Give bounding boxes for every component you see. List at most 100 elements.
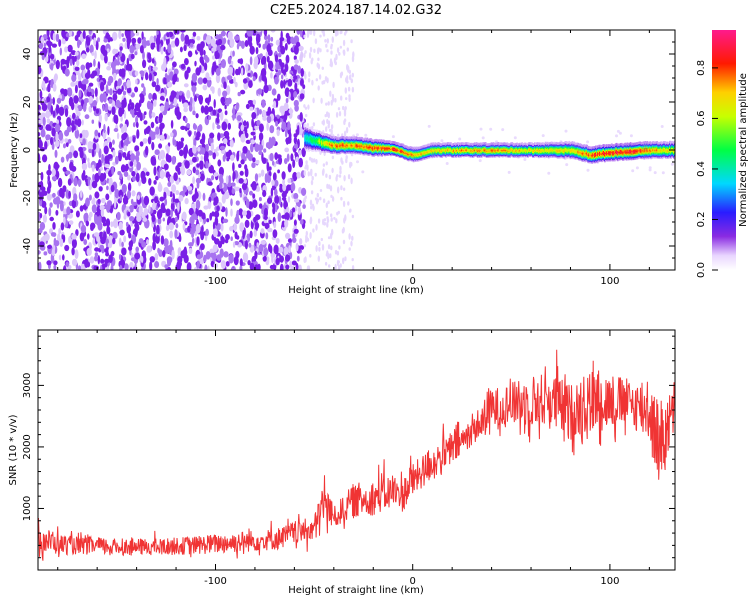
noise-speckle (196, 254, 202, 260)
noise-speckle (285, 254, 291, 262)
noise-speckle (88, 194, 92, 201)
noise-speckle (208, 115, 212, 121)
noise-speckle (123, 97, 127, 107)
noise-speckle (292, 171, 298, 182)
noise-speckle (159, 134, 165, 140)
noise-speckle (188, 242, 194, 247)
noise-speckle (304, 166, 307, 170)
noise-speckle (310, 157, 313, 163)
noise-speckle (324, 75, 328, 82)
noise-speckle (287, 78, 293, 87)
noise-speckle (220, 223, 224, 232)
noise-speckle (238, 66, 241, 76)
noise-speckle (255, 214, 261, 221)
noise-speckle (91, 51, 95, 56)
noise-speckle (259, 53, 263, 58)
noise-speckle (191, 237, 195, 245)
noise-speckle (290, 182, 296, 192)
noise-speckle (338, 245, 341, 250)
noise-speckle (321, 66, 324, 71)
noise-speckle (169, 230, 174, 239)
noise-speckle (77, 178, 82, 187)
noise-speckle (350, 39, 353, 44)
noise-speckle (52, 110, 56, 117)
noise-speckle (269, 125, 275, 134)
noise-speckle (196, 131, 201, 138)
noise-speckle (109, 88, 113, 96)
noise-speckle (46, 169, 52, 176)
noise-speckle (148, 109, 153, 119)
noise-speckle (250, 143, 254, 153)
noise-speckle (266, 175, 272, 184)
noise-speckle (348, 94, 351, 99)
noise-speckle (249, 56, 253, 66)
noise-speckle (240, 67, 244, 76)
noise-speckle (62, 254, 65, 261)
noise-speckle (165, 208, 171, 217)
noise-speckle (307, 78, 311, 83)
noise-speckle (351, 86, 355, 93)
noise-speckle (134, 102, 141, 112)
noise-speckle (88, 148, 93, 154)
noise-speckle (58, 228, 62, 235)
noise-speckle (104, 163, 110, 168)
noise-speckle (60, 189, 65, 199)
noise-speckle (242, 210, 247, 217)
noise-speckle (47, 174, 50, 182)
noise-speckle (220, 111, 224, 121)
noise-speckle (61, 234, 64, 240)
noise-speckle (132, 122, 136, 128)
noise-speckle (207, 181, 213, 186)
noise-speckle (99, 204, 105, 211)
noise-speckle (213, 200, 217, 206)
noise-speckle (165, 152, 170, 162)
noise-speckle (309, 216, 313, 223)
noise-speckle (241, 151, 246, 162)
noise-speckle (38, 65, 42, 75)
noise-speckle (159, 169, 165, 180)
noise-speckle (123, 171, 129, 178)
noise-speckle (158, 181, 162, 191)
noise-speckle (188, 104, 193, 112)
noise-speckle (103, 123, 106, 134)
noise-speckle (46, 96, 51, 103)
noise-speckle (347, 86, 351, 92)
noise-speckle (184, 197, 189, 205)
noise-speckle (244, 240, 248, 250)
noise-speckle (118, 107, 123, 117)
noise-speckle (293, 64, 299, 70)
noise-speckle (153, 166, 157, 176)
noise-speckle (83, 212, 89, 222)
noise-speckle (270, 187, 274, 198)
noise-speckle (130, 53, 135, 60)
noise-speckle (120, 115, 123, 122)
noise-speckle (106, 266, 109, 270)
noise-speckle (290, 153, 294, 162)
noise-speckle (64, 108, 69, 118)
noise-speckle (298, 157, 304, 168)
noise-speckle (325, 43, 328, 48)
noise-speckle (345, 30, 348, 34)
noise-speckle (123, 197, 129, 205)
noise-speckle (100, 237, 106, 245)
noise-speckle (46, 260, 52, 266)
noise-speckle (481, 136, 485, 140)
noise-speckle (294, 198, 300, 203)
noise-speckle (227, 31, 233, 41)
noise-speckle (58, 254, 62, 261)
noise-speckle (281, 171, 286, 180)
noise-speckle (38, 153, 41, 163)
noise-speckle (106, 185, 109, 191)
noise-speckle (212, 55, 215, 60)
noise-speckle (294, 82, 298, 91)
noise-speckle (268, 243, 272, 252)
noise-speckle (39, 42, 44, 50)
noise-speckle (159, 105, 165, 112)
noise-speckle (224, 238, 229, 244)
noise-speckle (148, 73, 153, 82)
noise-speckle (342, 187, 346, 191)
noise-speckle (277, 169, 280, 174)
noise-speckle (75, 107, 79, 115)
noise-speckle (191, 97, 195, 108)
noise-speckle (196, 35, 201, 41)
